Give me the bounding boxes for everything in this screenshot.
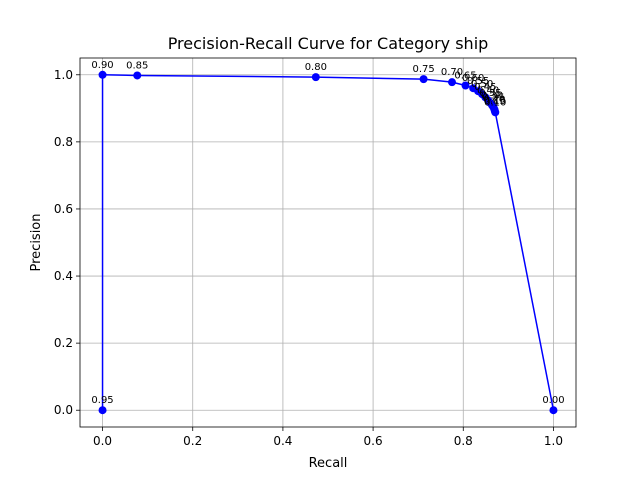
marker-layer: [98, 70, 558, 415]
threshold-label: 0.65: [454, 71, 476, 82]
point-label-layer: 0.95 0.90 0.85 0.80 0.75 0.700.650.600.550.50…: [91, 60, 564, 406]
x-tick-label: 0.8: [454, 434, 473, 448]
threshold-label: 0.35: [479, 88, 501, 99]
plot-frame: [79, 57, 577, 428]
data-point-marker: [461, 81, 470, 90]
x-tick-label: 1.0: [544, 434, 563, 448]
y-tick-label: 0.2: [54, 336, 73, 350]
data-point-marker: [549, 406, 558, 415]
chart-title: Precision-Recall Curve for Category ship: [168, 34, 489, 53]
y-tick-label: 0.6: [54, 202, 73, 216]
x-tick-label: 0.6: [364, 434, 383, 448]
data-point-marker: [448, 78, 456, 87]
y-tick-label: 0.0: [54, 403, 73, 417]
threshold-label: 0.70: [441, 67, 463, 78]
threshold-label: 0.20: [483, 94, 505, 105]
threshold-label: 0.50: [471, 79, 493, 90]
threshold-label: 0.90: [91, 60, 113, 71]
y-tick-label: 1.0: [54, 68, 73, 82]
grid-layer: [80, 58, 576, 427]
y-tick-label: 0.8: [54, 135, 73, 149]
threshold-label: 0.85: [126, 60, 148, 71]
tick-layer: 0.0 0.2 0.4 0.6 0.8 1.0 0.0 0.2 0.4 0.6 0.8 1.0: [54, 68, 563, 448]
threshold-label: 0.15: [484, 96, 506, 107]
threshold-label: 0.95: [91, 395, 113, 406]
threshold-label: 0.75: [412, 64, 434, 75]
threshold-label: 0.45: [474, 82, 496, 93]
x-tick-label: 0.4: [273, 434, 292, 448]
threshold-label: 0.55: [467, 76, 489, 87]
data-point-marker: [98, 406, 107, 415]
data-point-marker: [311, 73, 320, 82]
x-tick-label: 0.2: [183, 434, 202, 448]
threshold-label: 0.80: [305, 62, 327, 73]
data-point-marker: [133, 71, 142, 80]
threshold-label: 0.25: [482, 92, 504, 103]
threshold-label: 0.60: [462, 73, 484, 84]
data-point-marker: [491, 108, 500, 117]
y-tick-label: 0.4: [54, 269, 73, 283]
threshold-label: 0.40: [477, 85, 499, 96]
y-axis-label: Precision: [29, 213, 44, 271]
threshold-label: 0.30: [481, 90, 503, 101]
data-point-marker: [98, 70, 107, 79]
threshold-label: 0.00: [542, 395, 564, 406]
data-point-marker: [419, 75, 428, 84]
threshold-label: 0.10: [484, 97, 506, 108]
x-axis-label: Recall: [309, 456, 348, 471]
x-tick-label: 0.0: [93, 434, 112, 448]
